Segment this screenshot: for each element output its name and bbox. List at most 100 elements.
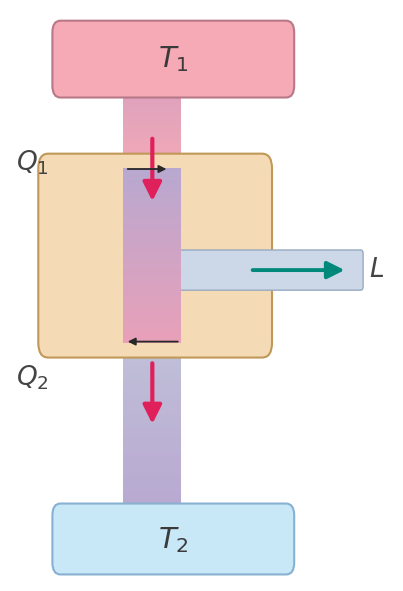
Bar — [123, 264, 181, 267]
Bar — [123, 454, 181, 457]
Bar — [123, 160, 181, 161]
Bar — [123, 165, 181, 166]
Bar — [123, 460, 181, 463]
Bar — [123, 116, 181, 118]
Bar — [123, 122, 181, 124]
Bar — [123, 154, 181, 155]
Bar — [123, 90, 181, 92]
Bar — [123, 85, 181, 86]
Bar — [123, 191, 181, 194]
Bar — [123, 471, 181, 474]
Bar — [123, 118, 181, 119]
Bar — [123, 119, 181, 121]
Bar — [123, 197, 181, 200]
Bar — [123, 174, 181, 176]
Bar — [123, 174, 181, 177]
Text: $Q_1$: $Q_1$ — [16, 148, 49, 177]
Bar — [123, 434, 181, 437]
Bar — [123, 94, 181, 95]
FancyBboxPatch shape — [38, 154, 272, 358]
Bar — [123, 138, 181, 139]
Bar — [123, 113, 181, 114]
Bar — [123, 311, 181, 314]
Bar — [123, 100, 181, 102]
Bar — [123, 87, 181, 89]
Bar — [123, 170, 181, 171]
Bar — [123, 177, 181, 180]
Bar — [123, 141, 181, 142]
Bar — [123, 491, 181, 494]
Bar — [123, 238, 181, 241]
Bar — [123, 127, 181, 128]
Bar — [123, 414, 181, 417]
Bar — [123, 388, 181, 391]
Bar — [123, 451, 181, 454]
Bar — [123, 133, 181, 135]
Bar — [123, 189, 181, 191]
Bar — [123, 128, 181, 130]
Bar — [123, 279, 181, 282]
Bar — [123, 95, 181, 97]
Bar — [123, 244, 181, 247]
Bar — [123, 158, 181, 160]
Bar — [123, 417, 181, 420]
Bar — [123, 385, 181, 388]
Bar — [123, 276, 181, 279]
Bar — [123, 348, 181, 351]
Bar — [123, 411, 181, 414]
Bar — [123, 139, 181, 141]
Bar — [123, 391, 181, 394]
FancyBboxPatch shape — [52, 504, 294, 574]
Bar — [123, 171, 181, 173]
Bar — [123, 431, 181, 434]
Bar — [123, 351, 181, 354]
Bar — [123, 420, 181, 423]
Bar — [123, 457, 181, 460]
Bar — [123, 132, 181, 133]
Bar — [123, 142, 181, 144]
Bar — [123, 287, 181, 291]
Bar — [123, 282, 181, 285]
Bar — [123, 346, 181, 349]
Bar — [123, 357, 181, 360]
Text: $L$: $L$ — [369, 257, 384, 283]
Bar — [123, 258, 181, 261]
Bar — [123, 340, 181, 343]
Bar — [123, 226, 181, 229]
Bar — [123, 296, 181, 299]
Bar — [123, 161, 181, 163]
Bar — [123, 322, 181, 325]
Bar — [123, 328, 181, 331]
Bar — [123, 285, 181, 288]
Bar — [123, 337, 181, 340]
Bar — [123, 241, 181, 244]
Bar — [123, 250, 181, 253]
Bar — [123, 449, 181, 452]
Bar — [123, 505, 181, 508]
FancyBboxPatch shape — [179, 250, 363, 290]
Bar — [123, 183, 181, 186]
Bar — [123, 502, 181, 505]
Bar — [123, 480, 181, 483]
Bar — [123, 114, 181, 116]
Bar — [123, 200, 181, 203]
Bar — [123, 371, 181, 374]
Bar — [123, 147, 181, 149]
Bar — [123, 440, 181, 443]
Bar — [123, 354, 181, 357]
Bar — [123, 252, 181, 255]
Bar — [123, 325, 181, 328]
Bar — [123, 102, 181, 103]
Bar — [123, 290, 181, 293]
Bar — [123, 255, 181, 258]
Bar — [123, 106, 181, 108]
Bar — [123, 483, 181, 486]
Bar — [123, 235, 181, 238]
Bar — [123, 157, 181, 158]
Bar — [123, 334, 181, 337]
Bar — [123, 168, 181, 171]
Bar — [123, 151, 181, 152]
Bar — [123, 144, 181, 146]
Bar — [123, 343, 181, 346]
Bar — [123, 206, 181, 209]
